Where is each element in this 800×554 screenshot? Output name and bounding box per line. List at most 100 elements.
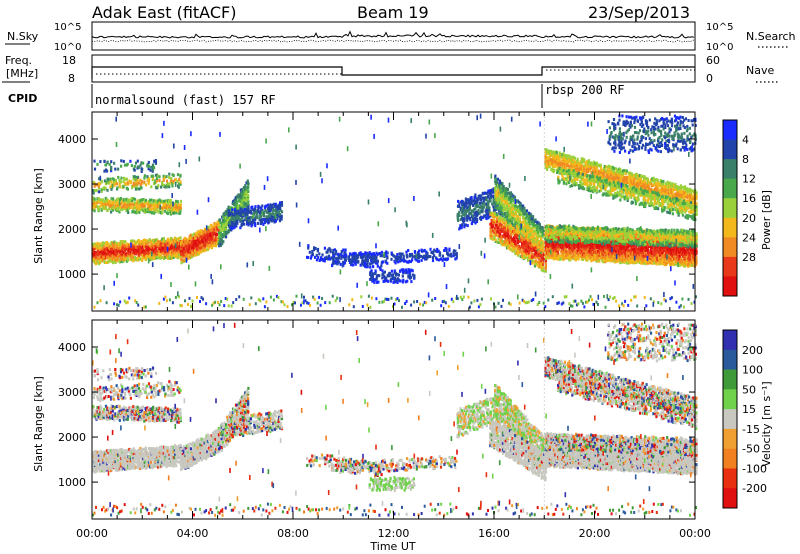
echo-cell [199,231,202,235]
echo-cell [466,224,469,228]
echo-cell [106,201,109,205]
echo-cell [243,210,246,214]
echo-cell [121,253,124,257]
echo-cell [340,250,343,253]
echo-cell [130,244,133,247]
echo-cell [105,241,108,244]
echo-cell [408,270,411,274]
echo-cell [96,162,99,166]
echo-cell [154,200,157,204]
echo-cell [173,236,176,240]
echo-cell [218,244,221,248]
echo-cell [528,235,531,239]
echo-cell [498,239,502,243]
echo-cell [232,223,235,227]
echo-cell [528,223,531,227]
echo-cell [211,236,215,240]
echo-cell [107,177,110,181]
echo-cell [96,252,99,256]
echo-cell [188,244,191,248]
echo-cell [171,182,174,185]
echo-cell [132,181,135,185]
echo-cell [131,184,134,188]
echo-cell [170,211,173,215]
echo-cell [475,205,479,209]
echo-cell [364,251,367,255]
echo-cell [418,252,421,256]
echo-cell [543,269,546,273]
echo-cell [528,239,531,243]
echo-cell [534,250,537,254]
echo-cell [441,254,444,258]
echo-cell [169,178,173,182]
echo-cell [486,191,489,195]
echo-cell [431,256,435,260]
echo-cell [148,207,151,211]
echo-cell [219,231,222,235]
echo-cell [385,276,388,280]
echo-cell [316,247,320,251]
echo-cell [525,237,528,240]
echo-cell [118,246,122,250]
echo-cell [146,175,149,179]
echo-cell [168,255,171,259]
echo-cell [408,259,411,263]
echo-cell [198,252,201,255]
echo-cell [361,252,364,256]
echo-cell [144,252,147,256]
echo-cell [276,210,279,214]
echo-cell [183,259,186,263]
echo-cell [154,251,157,255]
echo-cell [583,249,586,253]
echo-cell [231,215,234,218]
echo-cell [380,254,383,257]
echo-cell [307,246,310,250]
echo-cell [166,241,170,245]
echo-cell [512,227,515,231]
echo-cell [181,249,184,253]
echo-cell [494,223,497,227]
echo-cell [388,274,391,278]
echo-cell [537,262,540,266]
echo-cell [235,202,238,206]
echo-cell [100,188,103,192]
echo-cell [177,253,181,257]
echo-cell [551,240,554,244]
echo-cell [246,208,249,212]
echo-cell [482,191,485,195]
echo-cell [179,173,182,177]
echo-cell [151,241,154,245]
echo-cell [159,245,162,249]
echo-cell [532,255,535,259]
echo-cell [209,232,212,236]
echo-cell [494,220,497,223]
echo-cell [390,277,393,281]
echo-cell [455,252,458,256]
echo-cell [378,266,381,270]
echo-cell [188,247,191,250]
echo-cell [455,254,458,258]
echo-cell [265,218,268,221]
echo-cell [364,264,367,268]
echo-cell [408,253,411,256]
echo-cell [529,254,532,258]
echo-cell [505,215,508,219]
echo-cell [432,250,435,254]
echo-cell [203,242,207,246]
echo-cell [549,246,552,250]
echo-cell [349,252,352,256]
echo-cell [117,197,120,201]
echo-cell [139,163,142,167]
echo-cell [159,199,163,203]
echo-cell [416,256,419,260]
echo-cell [220,238,223,241]
echo-cell [509,232,512,235]
echo-cell [570,244,574,248]
echo-cell [146,208,149,212]
echo-cell [452,251,455,255]
echo-cell [350,253,353,257]
echo-cell [109,256,112,259]
echo-cell [96,205,99,209]
echo-cell [136,203,139,207]
echo-cell [498,179,501,183]
